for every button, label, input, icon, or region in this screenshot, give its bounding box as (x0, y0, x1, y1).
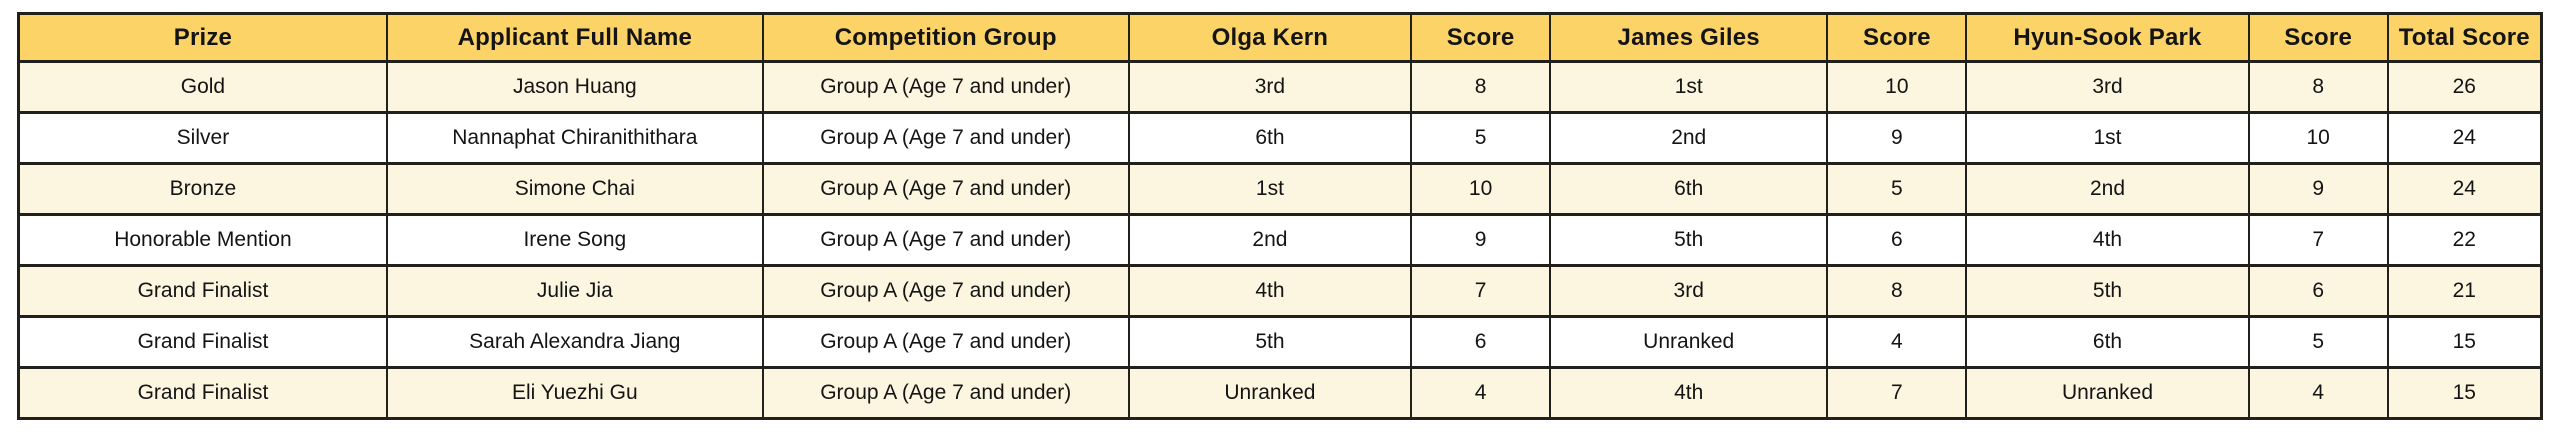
cell-olga-kern-score: 6 (1410, 315, 1551, 369)
table-row: Silver Nannaphat Chiranithithara Group A (… (17, 111, 2543, 165)
table-body: Gold Jason Huang Group A (Age 7 and under)… (17, 60, 2543, 420)
cell-applicant-full-name: Simone Chai (385, 162, 764, 216)
cell-james-giles-rank: 1st (1548, 60, 1829, 114)
column-header-olga-kern-score: Score (1410, 12, 1551, 63)
table-row: Grand Finalist Sarah Alexandra Jiang Group… (17, 315, 2543, 369)
cell-competition-group: Group A (Age 7 and under) (761, 162, 1130, 216)
cell-hyun-sook-park-score: 5 (2247, 315, 2389, 369)
cell-olga-kern-rank: 5th (1127, 315, 1413, 369)
cell-applicant-full-name: Julie Jia (385, 264, 764, 318)
cell-total-score: 15 (2386, 315, 2543, 369)
cell-competition-group: Group A (Age 7 and under) (761, 366, 1130, 420)
cell-hyun-sook-park-rank: 4th (1965, 213, 2250, 267)
table-row: Bronze Simone Chai Group A (Age 7 and unde… (17, 162, 2543, 216)
cell-james-giles-rank: 3rd (1548, 264, 1829, 318)
cell-competition-group: Group A (Age 7 and under) (761, 213, 1130, 267)
table-row: Grand Finalist Eli Yuezhi Gu Group A (Age … (17, 366, 2543, 420)
cell-prize: Grand Finalist (17, 366, 388, 420)
column-header-prize: Prize (17, 12, 388, 63)
table-row: Gold Jason Huang Group A (Age 7 and under)… (17, 60, 2543, 114)
cell-applicant-full-name: Eli Yuezhi Gu (385, 366, 764, 420)
cell-prize: Gold (17, 60, 388, 114)
cell-applicant-full-name: Jason Huang (385, 60, 764, 114)
column-header-applicant-full-name: Applicant Full Name (385, 12, 764, 63)
cell-olga-kern-rank: 2nd (1127, 213, 1413, 267)
column-header-olga-kern-rank: Olga Kern (1127, 12, 1413, 63)
cell-prize: Bronze (17, 162, 388, 216)
cell-total-score: 21 (2386, 264, 2543, 318)
cell-olga-kern-score: 9 (1410, 213, 1551, 267)
cell-james-giles-rank: 6th (1548, 162, 1829, 216)
cell-applicant-full-name: Sarah Alexandra Jiang (385, 315, 764, 369)
table-row: Honorable Mention Irene Song Group A (Age … (17, 213, 2543, 267)
column-header-hyun-sook-park-score: Score (2247, 12, 2389, 63)
column-header-james-giles-rank: James Giles (1548, 12, 1829, 63)
cell-james-giles-score: 10 (1826, 60, 1968, 114)
column-header-competition-group: Competition Group (761, 12, 1130, 63)
cell-prize: Silver (17, 111, 388, 165)
cell-olga-kern-rank: 1st (1127, 162, 1413, 216)
header-row: Prize Applicant Full Name Competition Grou… (17, 12, 2543, 63)
cell-james-giles-rank: 4th (1548, 366, 1829, 420)
column-header-james-giles-score: Score (1826, 12, 1968, 63)
cell-total-score: 24 (2386, 162, 2543, 216)
cell-olga-kern-score: 8 (1410, 60, 1551, 114)
cell-total-score: 26 (2386, 60, 2543, 114)
results-table: Prize Applicant Full Name Competition Grou… (17, 12, 2543, 420)
cell-prize: Grand Finalist (17, 315, 388, 369)
cell-olga-kern-score: 5 (1410, 111, 1551, 165)
cell-hyun-sook-park-rank: 2nd (1965, 162, 2250, 216)
column-header-total-score: Total Score (2386, 12, 2543, 63)
cell-hyun-sook-park-rank: 1st (1965, 111, 2250, 165)
cell-olga-kern-rank: Unranked (1127, 366, 1413, 420)
cell-hyun-sook-park-score: 10 (2247, 111, 2389, 165)
cell-hyun-sook-park-score: 9 (2247, 162, 2389, 216)
column-header-hyun-sook-park-rank: Hyun-Sook Park (1965, 12, 2250, 63)
cell-james-giles-rank: Unranked (1548, 315, 1829, 369)
cell-competition-group: Group A (Age 7 and under) (761, 60, 1130, 114)
cell-hyun-sook-park-rank: Unranked (1965, 366, 2250, 420)
cell-competition-group: Group A (Age 7 and under) (761, 264, 1130, 318)
cell-applicant-full-name: Irene Song (385, 213, 764, 267)
cell-total-score: 22 (2386, 213, 2543, 267)
cell-total-score: 24 (2386, 111, 2543, 165)
cell-hyun-sook-park-score: 7 (2247, 213, 2389, 267)
cell-james-giles-score: 7 (1826, 366, 1968, 420)
cell-prize: Honorable Mention (17, 213, 388, 267)
cell-hyun-sook-park-score: 6 (2247, 264, 2389, 318)
cell-hyun-sook-park-rank: 5th (1965, 264, 2250, 318)
cell-olga-kern-rank: 3rd (1127, 60, 1413, 114)
cell-james-giles-rank: 2nd (1548, 111, 1829, 165)
cell-olga-kern-score: 10 (1410, 162, 1551, 216)
cell-james-giles-score: 8 (1826, 264, 1968, 318)
cell-olga-kern-score: 4 (1410, 366, 1551, 420)
table-row: Grand Finalist Julie Jia Group A (Age 7 an… (17, 264, 2543, 318)
cell-olga-kern-score: 7 (1410, 264, 1551, 318)
cell-hyun-sook-park-score: 8 (2247, 60, 2389, 114)
cell-olga-kern-rank: 6th (1127, 111, 1413, 165)
cell-hyun-sook-park-rank: 6th (1965, 315, 2250, 369)
cell-applicant-full-name: Nannaphat Chiranithithara (385, 111, 764, 165)
cell-james-giles-score: 5 (1826, 162, 1968, 216)
cell-olga-kern-rank: 4th (1127, 264, 1413, 318)
cell-james-giles-score: 4 (1826, 315, 1968, 369)
cell-prize: Grand Finalist (17, 264, 388, 318)
cell-hyun-sook-park-rank: 3rd (1965, 60, 2250, 114)
cell-james-giles-score: 9 (1826, 111, 1968, 165)
cell-james-giles-rank: 5th (1548, 213, 1829, 267)
cell-competition-group: Group A (Age 7 and under) (761, 111, 1130, 165)
cell-james-giles-score: 6 (1826, 213, 1968, 267)
cell-hyun-sook-park-score: 4 (2247, 366, 2389, 420)
cell-competition-group: Group A (Age 7 and under) (761, 315, 1130, 369)
cell-total-score: 15 (2386, 366, 2543, 420)
